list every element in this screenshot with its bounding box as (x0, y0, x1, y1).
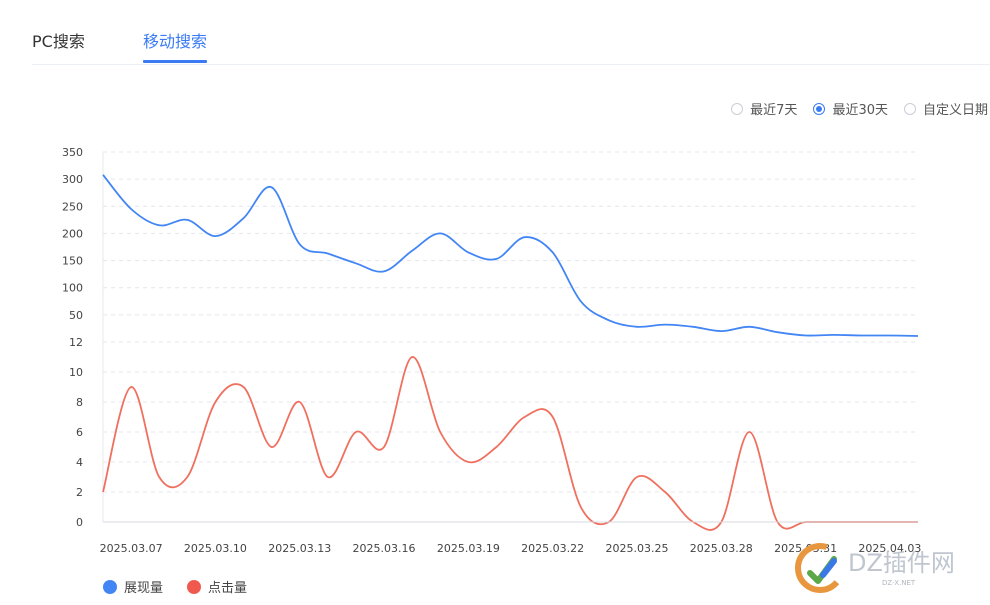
chart-legend: 展现量 点击量 (103, 577, 247, 596)
y-tick-label-clicks: 10 (69, 366, 83, 379)
watermark-subtext: DZ-X.NET (882, 579, 916, 587)
x-tick-label: 2025.03.10 (184, 542, 247, 555)
range-option-label: 最近30天 (832, 103, 888, 118)
y-tick-label-impressions: 100 (62, 282, 83, 295)
y-tick-label-clicks: 8 (76, 396, 83, 409)
y-tick-label-impressions: 250 (62, 200, 83, 213)
legend-label: 点击量 (208, 581, 248, 596)
x-tick-label: 2025.04.03 (858, 542, 921, 555)
x-tick-label: 2025.03.13 (268, 542, 331, 555)
y-tick-label-clicks: 4 (76, 456, 83, 469)
legend-dot-icon (187, 579, 202, 594)
range-option-custom[interactable]: 自定义日期 (903, 99, 988, 118)
dz-watermark-logo: DZ插件网 DZ-X.NET (795, 543, 955, 593)
x-tick-label: 2025.03.07 (100, 542, 163, 555)
x-tick-label: 2025.03.16 (353, 542, 416, 555)
y-tick-label-impressions: 350 (62, 146, 83, 159)
range-option-30days[interactable]: 最近30天 (813, 99, 888, 118)
radio-checked-icon (813, 102, 826, 115)
watermark-text: DZ插件网 (848, 549, 955, 577)
radio-icon (731, 102, 744, 115)
range-option-label: 最近7天 (750, 103, 798, 118)
legend-dot-icon (103, 579, 117, 594)
legend-label: 展现量 (124, 581, 164, 596)
y-tick-label-clicks: 6 (76, 426, 83, 439)
y-tick-label-impressions: 300 (62, 173, 83, 186)
legend-item-clicks[interactable]: 点击量 (187, 577, 247, 596)
legend-item-impressions[interactable]: 展现量 (103, 577, 163, 596)
active-tab-indicator (143, 60, 207, 63)
range-option-label: 自定义日期 (922, 103, 988, 118)
dz-logo-icon (795, 543, 845, 593)
y-tick-label-clicks: 12 (69, 336, 83, 349)
x-tick-label: 2025.03.28 (690, 542, 753, 555)
range-option-7days[interactable]: 最近7天 (731, 99, 797, 118)
x-tick-label: 2025.03.22 (521, 542, 584, 555)
search-type-tabs: PC搜索 移动搜索 (32, 22, 990, 65)
series-line-clicks (102, 356, 918, 531)
tab-pc-search[interactable]: PC搜索 (32, 32, 85, 51)
tab-mobile-search[interactable]: 移动搜索 (143, 32, 208, 51)
y-tick-label-clicks: 0 (76, 516, 83, 529)
radio-icon (903, 102, 916, 115)
y-tick-label-impressions: 200 (62, 227, 83, 240)
x-tick-label: 2025.03.19 (437, 542, 500, 555)
y-tick-label-impressions: 50 (69, 309, 83, 322)
series-line-impressions (102, 174, 919, 337)
date-range-selector: 最近7天 最近30天 自定义日期 (731, 99, 988, 118)
x-tick-label: 2025.03.25 (605, 542, 668, 555)
y-tick-label-impressions: 150 (62, 255, 83, 268)
y-tick-label-clicks: 2 (76, 486, 83, 499)
